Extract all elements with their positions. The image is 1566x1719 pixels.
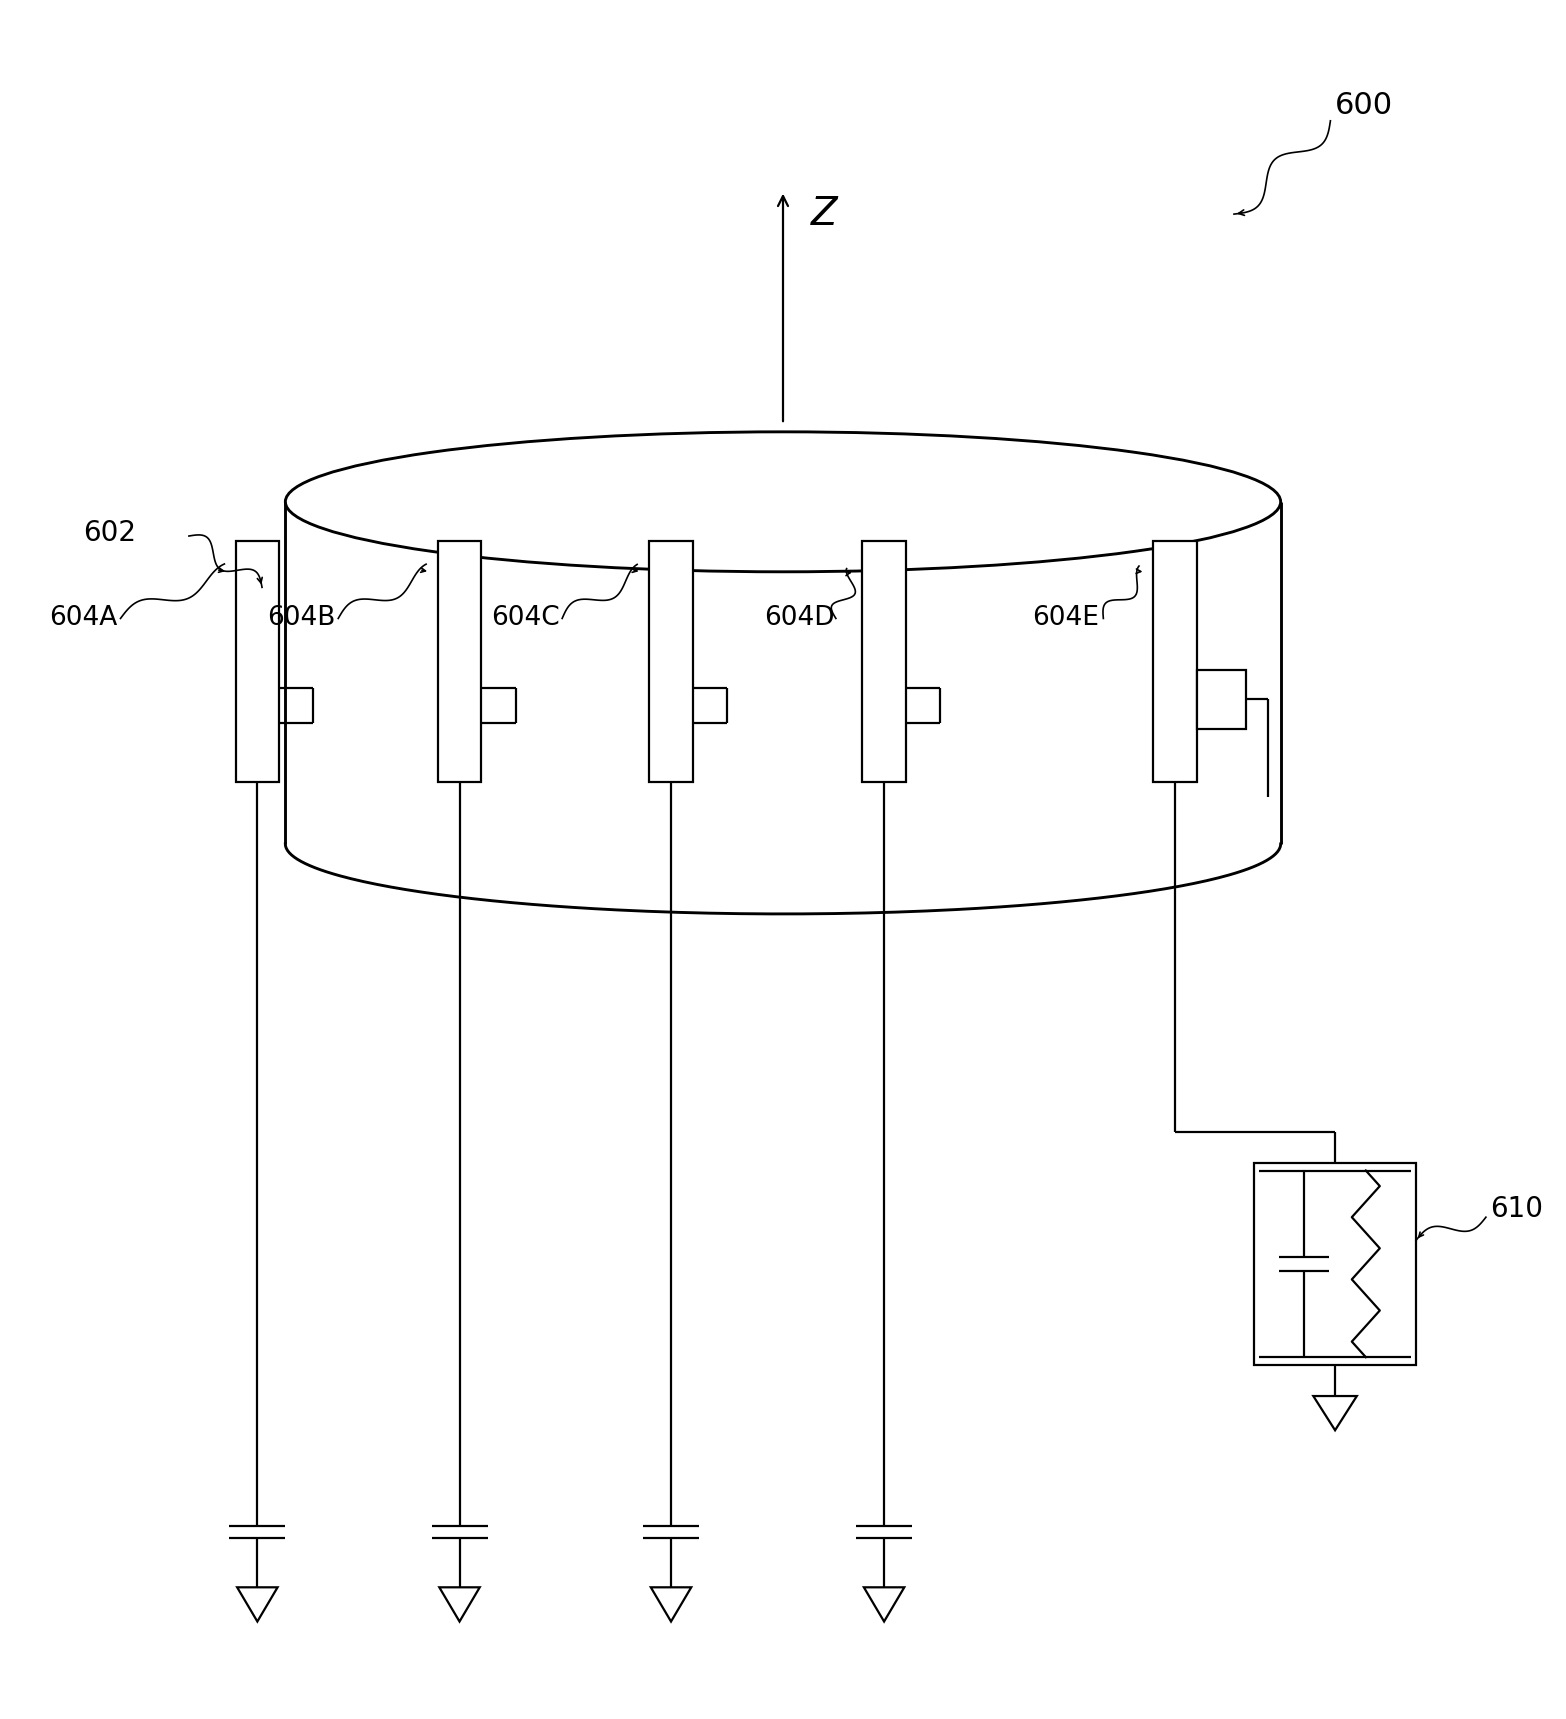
Bar bbox=[438, 541, 481, 782]
Bar bbox=[235, 541, 279, 782]
Text: 604A: 604A bbox=[49, 605, 117, 631]
Text: 602: 602 bbox=[83, 519, 136, 547]
Text: 600: 600 bbox=[1336, 91, 1394, 120]
Bar bbox=[1153, 541, 1196, 782]
Text: 604C: 604C bbox=[490, 605, 559, 631]
Text: 604E: 604E bbox=[1032, 605, 1099, 631]
Bar bbox=[1196, 670, 1247, 729]
Bar bbox=[650, 541, 692, 782]
Text: 604D: 604D bbox=[764, 605, 835, 631]
Text: Z: Z bbox=[811, 196, 838, 234]
Text: 604B: 604B bbox=[266, 605, 335, 631]
Bar bbox=[863, 541, 905, 782]
Text: 610: 610 bbox=[1491, 1195, 1544, 1224]
Bar bbox=[1254, 1162, 1416, 1365]
